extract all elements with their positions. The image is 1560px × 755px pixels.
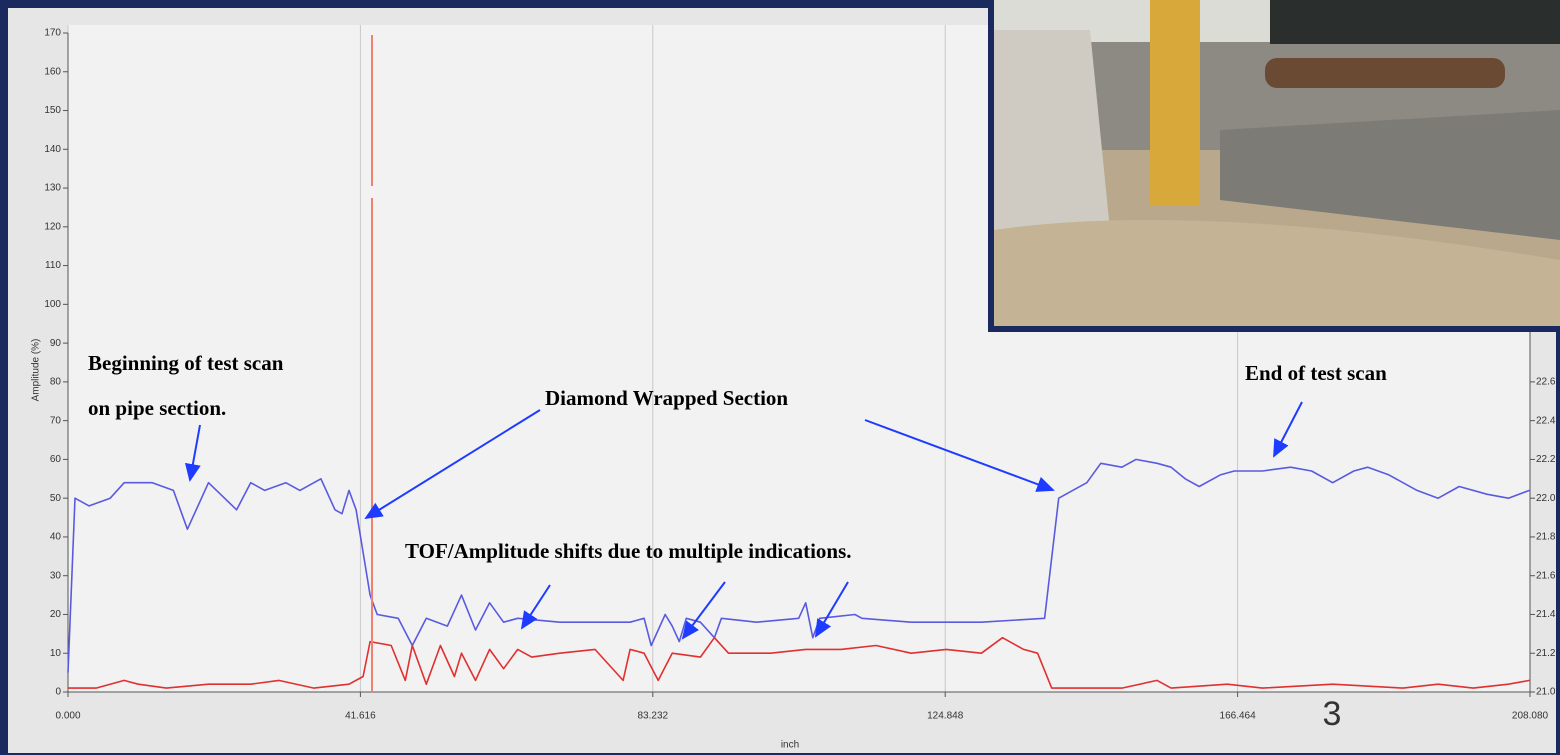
y2-tick-label: 22.2 (1536, 454, 1556, 465)
x-tick-label: 124.848 (927, 711, 964, 722)
photo-inset (988, 0, 1560, 332)
y2-tick-label: 21.0 (1536, 687, 1556, 698)
x-axis-label: inch (781, 740, 799, 751)
page: {"chart_data": {"type": "line", "ylabel"… (0, 0, 1560, 755)
page-number: 3 (1323, 695, 1342, 733)
annotation: End of test scan (1245, 361, 1387, 385)
y2-tick-label: 22.0 (1536, 493, 1556, 504)
y-tick-label: 90 (50, 338, 62, 349)
y-tick-label: 130 (44, 183, 61, 194)
y-tick-label: 150 (44, 105, 61, 116)
x-tick-label: 0.000 (55, 711, 80, 722)
y-tick-label: 50 (50, 493, 62, 504)
x-tick-label: 83.232 (638, 711, 669, 722)
y-tick-label: 170 (44, 28, 61, 39)
annotation: Diamond Wrapped Section (545, 386, 788, 410)
y-tick-label: 110 (45, 260, 61, 271)
y-tick-label: 140 (44, 144, 61, 155)
y2-tick-label: 21.6 (1536, 570, 1556, 581)
y-tick-label: 0 (55, 687, 61, 698)
annotation: on pipe section. (88, 396, 226, 420)
x-tick-label: 166.464 (1220, 711, 1257, 722)
x-tick-label: 208.080 (1512, 711, 1549, 722)
y-tick-label: 10 (50, 648, 62, 659)
y2-tick-label: 22.6 (1536, 377, 1556, 388)
y2-tick-label: 22.4 (1536, 415, 1556, 426)
y2-tick-label: 21.8 (1536, 532, 1556, 543)
y-tick-label: 160 (44, 66, 61, 77)
x-tick-label: 41.616 (345, 711, 376, 722)
annotation: Beginning of test scan (88, 351, 284, 375)
y-axis-label: Amplitude (%) (31, 339, 42, 402)
y-tick-label: 40 (50, 532, 62, 543)
y-tick-label: 80 (50, 377, 62, 388)
y-tick-label: 30 (50, 570, 62, 581)
y-tick-label: 120 (44, 221, 61, 232)
y-tick-label: 60 (50, 454, 62, 465)
y2-tick-label: 21.2 (1536, 648, 1556, 659)
y-tick-label: 70 (50, 415, 62, 426)
chart: 0.000 41.616 83.232 124.848 166.464 208.080 0 1… (0, 0, 1560, 755)
annotation: TOF/Amplitude shifts due to multiple ind… (405, 539, 852, 563)
y-tick-label: 20 (50, 609, 62, 620)
y-tick-label: 100 (44, 299, 61, 310)
y2-tick-label: 21.4 (1536, 609, 1556, 620)
